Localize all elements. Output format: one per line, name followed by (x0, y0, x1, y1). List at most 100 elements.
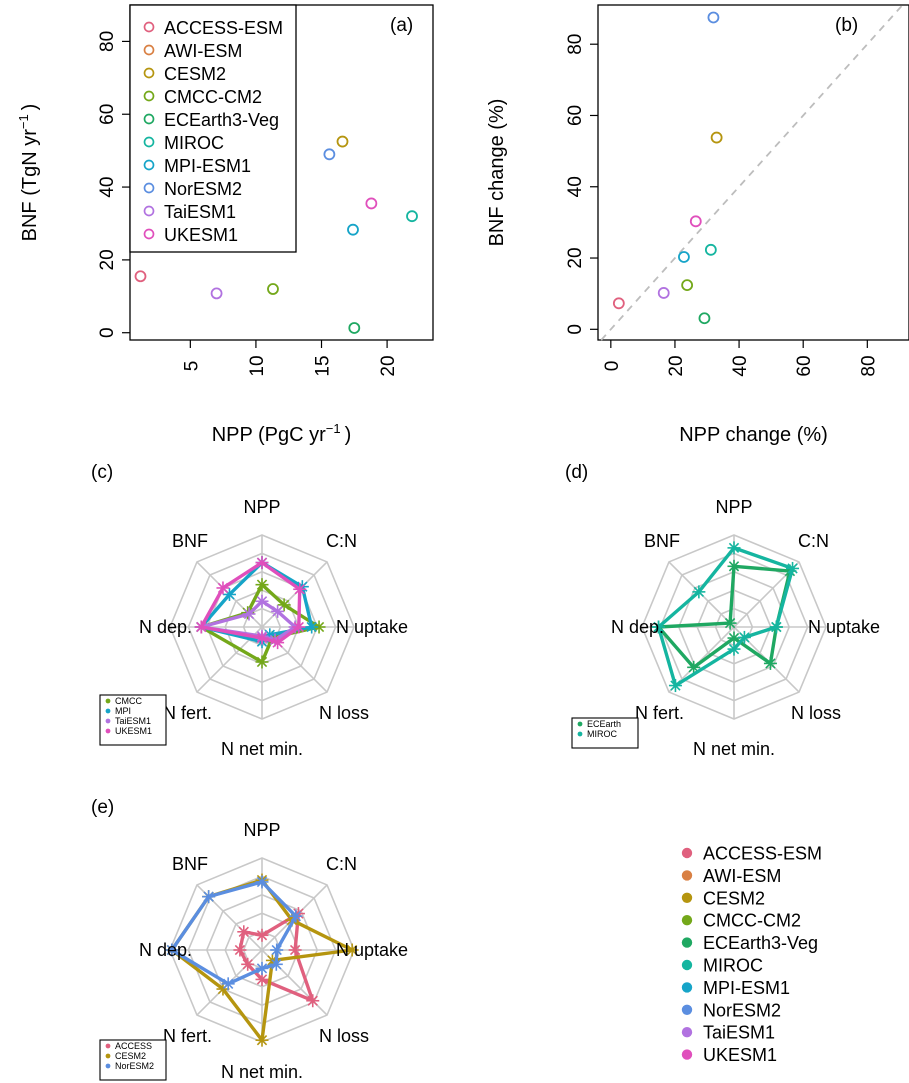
radar-point-noresm2 (165, 943, 179, 957)
legend-label-miroc: MIROC (703, 956, 763, 976)
radar-point-ukesm1 (194, 620, 208, 634)
radar-point-access (241, 957, 255, 971)
y-axis-label: BNF change (%) (486, 99, 508, 247)
x-axis-label: NPP change (%) (679, 424, 828, 446)
radar-series-noresm2 (170, 880, 298, 986)
radar-point-miroc (668, 679, 682, 693)
radar-point-ecearth-stroke (728, 561, 740, 572)
radar-axis-label: N net min. (693, 739, 775, 759)
legend-label-cesm2: CESM2 (703, 888, 765, 908)
x-tick-label: 40 (730, 355, 751, 376)
radar-axis-label: N fert. (163, 703, 212, 723)
legend-marker (143, 182, 155, 194)
radar-axis-label: BNF (172, 531, 208, 551)
y-tick-label: 80 (565, 34, 586, 55)
data-point-access-esm (134, 270, 147, 283)
legend-label-taiesm1: TaiESM1 (164, 202, 236, 222)
legend-marker (143, 159, 155, 171)
plot-frame (597, 4, 909, 341)
radar-axis-label: N dep. (611, 617, 664, 637)
radar-point-miroc-stroke (739, 632, 750, 643)
radar-axis-label: NPP (243, 820, 280, 840)
radar-point-miroc-stroke (787, 563, 798, 574)
legend-marker (105, 1063, 111, 1069)
radar-point-ecearth-stroke (724, 617, 736, 629)
legend-label-access-esm: ACCESS-ESM (164, 18, 283, 38)
radar-point-noresm2-stroke (271, 944, 282, 956)
radar-point-ukesm1-stroke (256, 632, 268, 644)
x-tick-label: 20 (378, 355, 399, 376)
y-tick-label: 20 (97, 249, 118, 270)
radar-axis-label: N loss (319, 703, 369, 723)
radar-point-miroc (692, 585, 706, 599)
radar-point-ukesm1-stroke (272, 637, 283, 648)
legend-marker (577, 721, 583, 727)
label-text: NPP (PgC yr (212, 424, 326, 446)
radar-point-noresm2 (255, 961, 269, 975)
legend-marker (681, 1027, 693, 1038)
legend-label-mpi-esm1: MPI-ESM1 (164, 156, 251, 176)
radar-axis-label: C:N (326, 854, 357, 874)
radar-point-cesm2 (345, 943, 359, 957)
label-end: ) (19, 104, 41, 111)
radar-point-access-stroke (238, 926, 249, 937)
radar-axis-label: NPP (715, 497, 752, 517)
radar-point-ukesm1 (216, 581, 230, 595)
legend-marker (143, 21, 155, 33)
legend-label-awi-esm: AWI-ESM (703, 866, 781, 886)
radar-point-noresm2-stroke (223, 978, 234, 989)
radar-point-access (306, 994, 320, 1008)
y-tick-label: 0 (565, 324, 586, 335)
panel-label: (d) (565, 462, 588, 483)
radar-point-noresm2 (255, 875, 269, 889)
radar-point-ukesm1 (293, 582, 307, 596)
radar-point-ecearth-stroke (688, 662, 699, 673)
radar-point-ukesm1 (292, 620, 306, 634)
panel-label: (a) (390, 15, 413, 36)
radar-panel-d: NPP C:N N uptake N loss N net min. N fert. N d… (565, 462, 880, 759)
legend-marker (143, 228, 155, 240)
legend-box (129, 4, 297, 253)
radar-panel-e: NPP C:N N uptake N loss N net min. N fert. N d… (91, 797, 408, 1082)
radar-point-miroc (727, 642, 741, 656)
radar-point-miroc (786, 561, 800, 575)
data-point-taiesm1 (657, 287, 670, 299)
y-tick-label: 20 (565, 247, 586, 268)
radar-point-cesm2-stroke (256, 1034, 268, 1046)
radar-axis-label: N uptake (336, 617, 408, 637)
radar-point-taiesm1-stroke (256, 596, 268, 607)
y-tick-label: 80 (97, 31, 118, 52)
radar-point-cmcc (255, 655, 269, 669)
radar-axis-label: BNF (644, 531, 680, 551)
radar-point-cmcc-stroke (256, 656, 268, 668)
radar-axis-label: N fert. (635, 703, 684, 723)
legend-marker (681, 915, 693, 926)
radar-point-access-stroke (242, 959, 253, 970)
legend-box (571, 717, 639, 749)
legend-marker (105, 728, 111, 734)
data-point-ecearth3-veg (698, 312, 711, 325)
legend-marker (105, 1043, 111, 1049)
legend-label-cmcc: CMCC (115, 696, 142, 706)
legend-box (99, 1039, 167, 1081)
x-tick-label: 10 (247, 355, 268, 376)
data-point-miroc (406, 210, 418, 223)
one-to-one-line (600, 4, 904, 341)
radar-point-ecearth (723, 616, 737, 630)
legend-label-mpi-esm1: MPI-ESM1 (703, 978, 790, 998)
label-text: NPP change (%) (679, 424, 828, 446)
radar-axis-label: N dep. (139, 617, 192, 637)
radar-point-noresm2-stroke (166, 944, 178, 956)
radar-point-access (233, 943, 247, 957)
radar-axis-label: N fert. (163, 1026, 212, 1046)
radar-axis-label: C:N (326, 531, 357, 551)
y-tick-label: 60 (565, 105, 586, 126)
legend-marker (105, 708, 111, 714)
radar-axis-label: N net min. (221, 739, 303, 759)
radar-axis-label: N net min. (221, 1062, 303, 1082)
radar-point-access-stroke (289, 944, 301, 956)
legend-label-ukesm1: UKESM1 (164, 225, 238, 245)
radar-point-noresm2 (270, 943, 284, 957)
